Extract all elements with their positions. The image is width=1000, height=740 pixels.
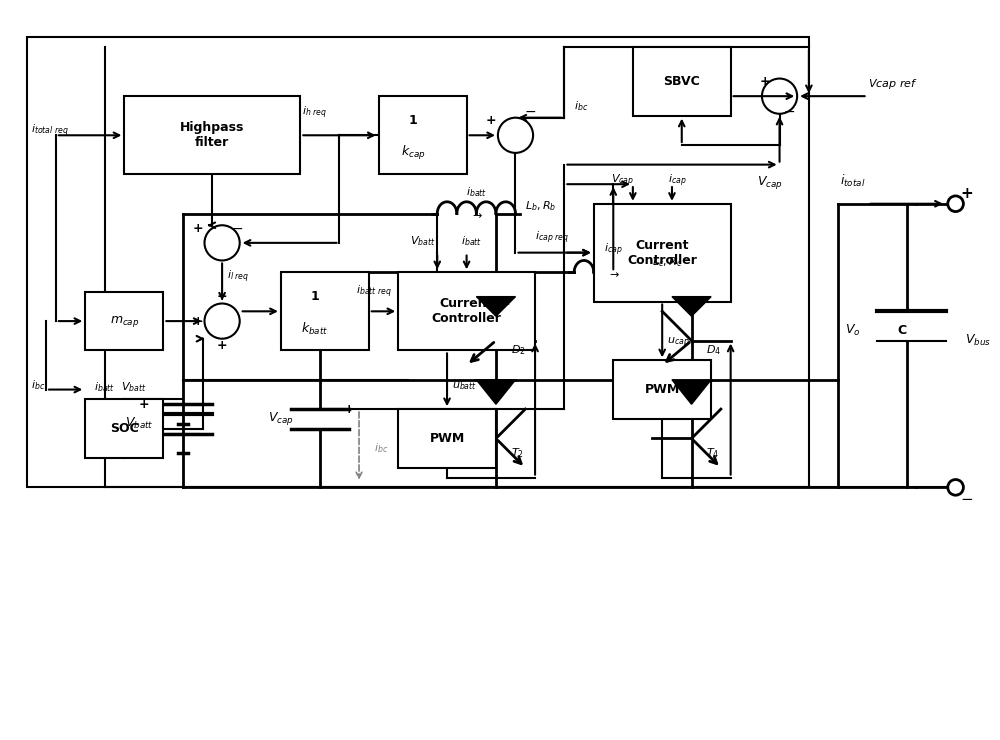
Text: Highpass
filter: Highpass filter (180, 121, 245, 149)
Text: $Vcap\ ref$: $Vcap\ ref$ (868, 78, 918, 92)
Text: $i_{total}$: $i_{total}$ (840, 173, 866, 189)
Circle shape (204, 303, 240, 339)
Text: $D_1$: $D_1$ (496, 295, 511, 309)
FancyBboxPatch shape (594, 204, 731, 301)
Text: $V_{batt}$: $V_{batt}$ (125, 416, 153, 431)
Text: $i_{cap}$: $i_{cap}$ (668, 172, 686, 189)
Text: $T_1$: $T_1$ (498, 377, 511, 391)
Text: $i_{l\ req}$: $i_{l\ req}$ (227, 269, 249, 286)
FancyBboxPatch shape (613, 360, 711, 419)
Text: PWM: PWM (429, 432, 465, 445)
Text: Current
Controller: Current Controller (432, 297, 502, 326)
Text: $T_4$: $T_4$ (706, 446, 720, 460)
Text: +: + (486, 114, 496, 127)
Text: $u_{cap}$: $u_{cap}$ (667, 336, 690, 350)
Text: $V_{batt}$: $V_{batt}$ (410, 234, 435, 248)
Circle shape (762, 78, 797, 114)
Text: $T_3$: $T_3$ (693, 377, 706, 391)
Text: $m_{cap}$: $m_{cap}$ (110, 314, 139, 329)
Text: $-$: $-$ (524, 104, 536, 118)
Text: $i_{bc}$: $i_{bc}$ (574, 99, 588, 112)
Text: $i_{batt}$: $i_{batt}$ (94, 380, 115, 394)
Polygon shape (672, 297, 711, 316)
Text: $D_3$: $D_3$ (691, 295, 706, 309)
Polygon shape (476, 297, 515, 316)
Circle shape (204, 225, 240, 260)
Text: SOC: SOC (110, 423, 139, 435)
FancyBboxPatch shape (379, 96, 467, 175)
Text: $i_{cap}$: $i_{cap}$ (604, 241, 623, 258)
Text: $u_{batt}$: $u_{batt}$ (452, 380, 477, 391)
Text: +: + (217, 339, 227, 352)
Text: $V_{bus}$: $V_{bus}$ (965, 333, 991, 349)
Text: +: + (217, 290, 227, 303)
Text: $\rightarrow$: $\rightarrow$ (607, 269, 620, 279)
Text: +: + (344, 403, 355, 416)
Text: $i_{bc}$: $i_{bc}$ (374, 441, 388, 455)
FancyBboxPatch shape (281, 272, 369, 351)
Text: $L_b, R_b$: $L_b, R_b$ (525, 199, 557, 212)
Text: +: + (192, 314, 203, 328)
Text: $\rightarrow$: $\rightarrow$ (470, 211, 483, 221)
Text: $i_{batt\ req}$: $i_{batt\ req}$ (356, 283, 392, 300)
Text: 1: 1 (311, 290, 319, 303)
FancyBboxPatch shape (633, 47, 731, 115)
Text: $V_{cap}$: $V_{cap}$ (611, 172, 635, 189)
Text: $i_{batt}$: $i_{batt}$ (466, 185, 487, 199)
Text: $i_{batt}$: $i_{batt}$ (461, 234, 482, 248)
Text: $i_{cap\ req}$: $i_{cap\ req}$ (535, 230, 569, 246)
Text: $k_{cap}$: $k_{cap}$ (401, 144, 425, 162)
Text: +: + (139, 397, 149, 411)
FancyBboxPatch shape (27, 38, 809, 488)
Circle shape (948, 480, 963, 495)
Polygon shape (672, 380, 711, 404)
Text: $D_4$: $D_4$ (706, 343, 721, 357)
FancyBboxPatch shape (124, 96, 300, 175)
FancyBboxPatch shape (85, 400, 163, 458)
Circle shape (498, 118, 533, 153)
Text: $-$: $-$ (783, 104, 795, 118)
Text: Current
Controller: Current Controller (627, 238, 697, 266)
Text: SBVC: SBVC (663, 75, 700, 88)
Text: $V_o$: $V_o$ (845, 323, 861, 338)
Text: $V_{cap}$: $V_{cap}$ (757, 175, 783, 192)
Text: $T_2$: $T_2$ (511, 446, 524, 460)
Text: +: + (760, 75, 770, 88)
Circle shape (948, 196, 963, 212)
Text: $i_{bc}$: $i_{bc}$ (31, 377, 46, 391)
Text: +: + (192, 222, 203, 235)
Text: $-$: $-$ (960, 490, 974, 505)
Text: +: + (960, 186, 973, 201)
Text: $L_c, R_c$: $L_c, R_c$ (652, 255, 683, 269)
Text: $V_{cap}$: $V_{cap}$ (268, 411, 294, 428)
Text: $D_2$: $D_2$ (511, 343, 525, 357)
Polygon shape (476, 380, 515, 404)
Text: $V_{batt}$: $V_{batt}$ (121, 380, 147, 394)
Text: $-$: $-$ (231, 221, 243, 235)
Text: C: C (897, 324, 906, 337)
Text: $i_{total\ req}$: $i_{total\ req}$ (31, 122, 69, 138)
FancyBboxPatch shape (85, 292, 163, 351)
Text: $i_{h\ req}$: $i_{h\ req}$ (302, 104, 328, 121)
Text: $k_{batt}$: $k_{batt}$ (301, 321, 329, 337)
Text: 1: 1 (408, 114, 417, 127)
Text: PWM: PWM (645, 383, 680, 396)
FancyBboxPatch shape (398, 272, 535, 351)
FancyBboxPatch shape (398, 409, 496, 468)
